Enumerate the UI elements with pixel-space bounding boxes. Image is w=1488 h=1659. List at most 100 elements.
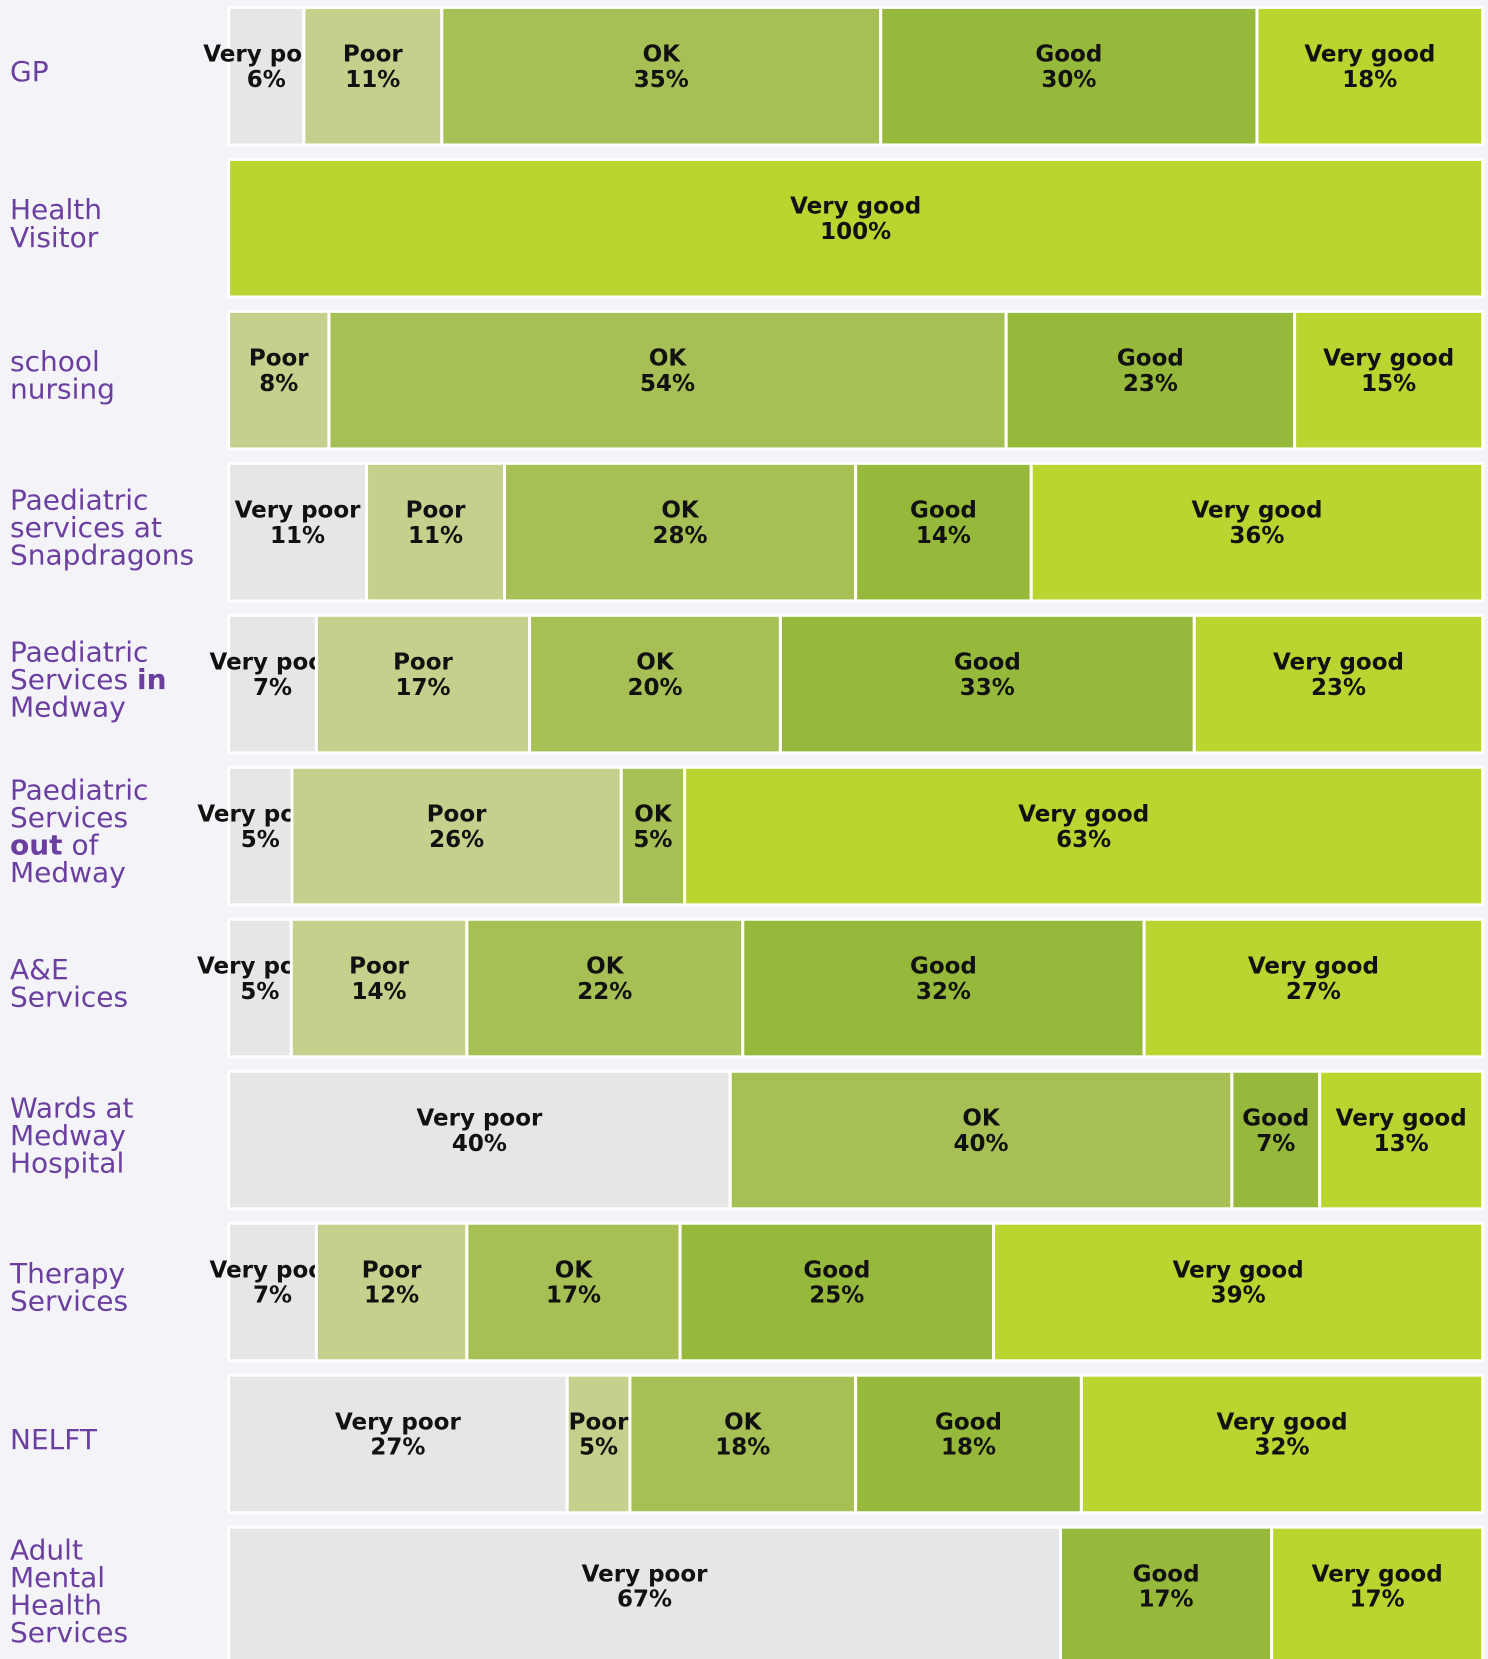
segment-name: Very poor (416, 1105, 543, 1131)
bar-segment (227, 5, 306, 147)
bar-segment (1059, 1525, 1274, 1659)
segment-name: Very poor (582, 1561, 709, 1587)
segment-value-label: 25% (809, 1283, 864, 1309)
segment-name: OK (661, 497, 700, 523)
bar-segment (290, 765, 623, 907)
segment-name: Very poor (235, 497, 362, 523)
bar-segment (227, 1069, 732, 1211)
segment-name: Poor (393, 649, 453, 675)
segment-value-label: 7% (253, 675, 292, 701)
bar-segment (1293, 309, 1485, 451)
segment-value-label: 67% (617, 1587, 672, 1613)
bar-segment (314, 613, 532, 755)
segment-name: Good (1242, 1105, 1309, 1131)
segment-value-label: 23% (1311, 675, 1366, 701)
segment-value-label: 22% (577, 979, 632, 1005)
row-label: Adult (10, 1533, 83, 1566)
segment-value-label: 36% (1229, 523, 1284, 549)
bar-segment (992, 1221, 1485, 1363)
row-label: Services (10, 1285, 128, 1318)
segment-name: Very poor (335, 1409, 462, 1435)
bar-segment (365, 461, 507, 603)
segment-name: OK (634, 801, 673, 827)
segment-value-label: 33% (960, 675, 1015, 701)
bar-segment (503, 461, 858, 603)
row-label: A&E (10, 953, 69, 986)
segment-value-label: 7% (1256, 1131, 1295, 1157)
segment-name: Poor (569, 1409, 629, 1435)
row-label: Visitor (10, 221, 99, 254)
bar-segment (628, 1373, 858, 1515)
segment-name: Good (910, 953, 977, 979)
segment-value-label: 40% (954, 1131, 1009, 1157)
segment-name: Very good (1018, 801, 1149, 827)
segment-value-label: 5% (240, 979, 279, 1005)
row-label: Services (10, 981, 128, 1014)
row-label: Hospital (10, 1146, 124, 1179)
bar-segment (314, 1221, 469, 1363)
segment-name: Very good (1304, 42, 1435, 68)
segment-value-label: 6% (247, 67, 286, 93)
segment-value-label: 20% (627, 675, 682, 701)
row-label: nursing (10, 373, 115, 406)
segment-value-label: 39% (1211, 1283, 1266, 1309)
segment-value-label: 14% (916, 523, 971, 549)
row-label: Snapdragons (10, 538, 194, 571)
row-label: Services (10, 1616, 128, 1649)
bar-segment (465, 917, 745, 1059)
bar-segment (227, 613, 318, 755)
segment-value-label: 17% (395, 675, 450, 701)
label-run: in (137, 663, 167, 696)
segment-value-label: 14% (352, 979, 407, 1005)
row-label: Health (10, 193, 102, 226)
row-label: Health (10, 1589, 102, 1622)
segment-value-label: 26% (429, 827, 484, 853)
segment-name: Poor (362, 1257, 422, 1283)
segment-name: OK (643, 42, 682, 68)
segment-value-label: 11% (408, 523, 463, 549)
segment-value-label: 5% (633, 827, 672, 853)
segment-name: Poor (349, 953, 409, 979)
segment-name: OK (586, 953, 625, 979)
segment-name: Good (803, 1257, 870, 1283)
segment-value-label: 32% (916, 979, 971, 1005)
segment-name: OK (962, 1105, 1001, 1131)
row-label: NELFT (10, 1423, 98, 1456)
segment-value-label: 18% (715, 1435, 770, 1461)
bar-segment (327, 309, 1008, 451)
segment-value-label: 63% (1056, 827, 1111, 853)
segment-name: Very good (1312, 1561, 1443, 1587)
segment-name: OK (636, 649, 675, 675)
label-run: Services (10, 663, 137, 696)
row-label: school (10, 345, 100, 378)
segment-name: Very good (1191, 497, 1322, 523)
row-label: Medway (10, 690, 126, 723)
segment-value-label: 54% (640, 371, 695, 397)
segment-value-label: 8% (259, 371, 298, 397)
segment-value-label: 28% (653, 523, 708, 549)
bar-segment (302, 5, 444, 147)
segment-value-label: 17% (546, 1283, 601, 1309)
bar-segment (879, 5, 1259, 147)
bar-segment (678, 1221, 996, 1363)
bar-segment (1004, 309, 1297, 451)
segment-name: Very good (790, 194, 921, 220)
bar-segment (227, 157, 1485, 299)
segment-name: Good (1117, 345, 1184, 371)
bar-segment (1255, 5, 1485, 147)
segment-name: Very good (1323, 345, 1454, 371)
segment-name: Good (954, 649, 1021, 675)
segment-value-label: 5% (579, 1435, 618, 1461)
bar-segment (440, 5, 883, 147)
segment-name: Poor (249, 345, 309, 371)
bar-segment (528, 613, 782, 755)
bar-segment (1029, 461, 1485, 603)
